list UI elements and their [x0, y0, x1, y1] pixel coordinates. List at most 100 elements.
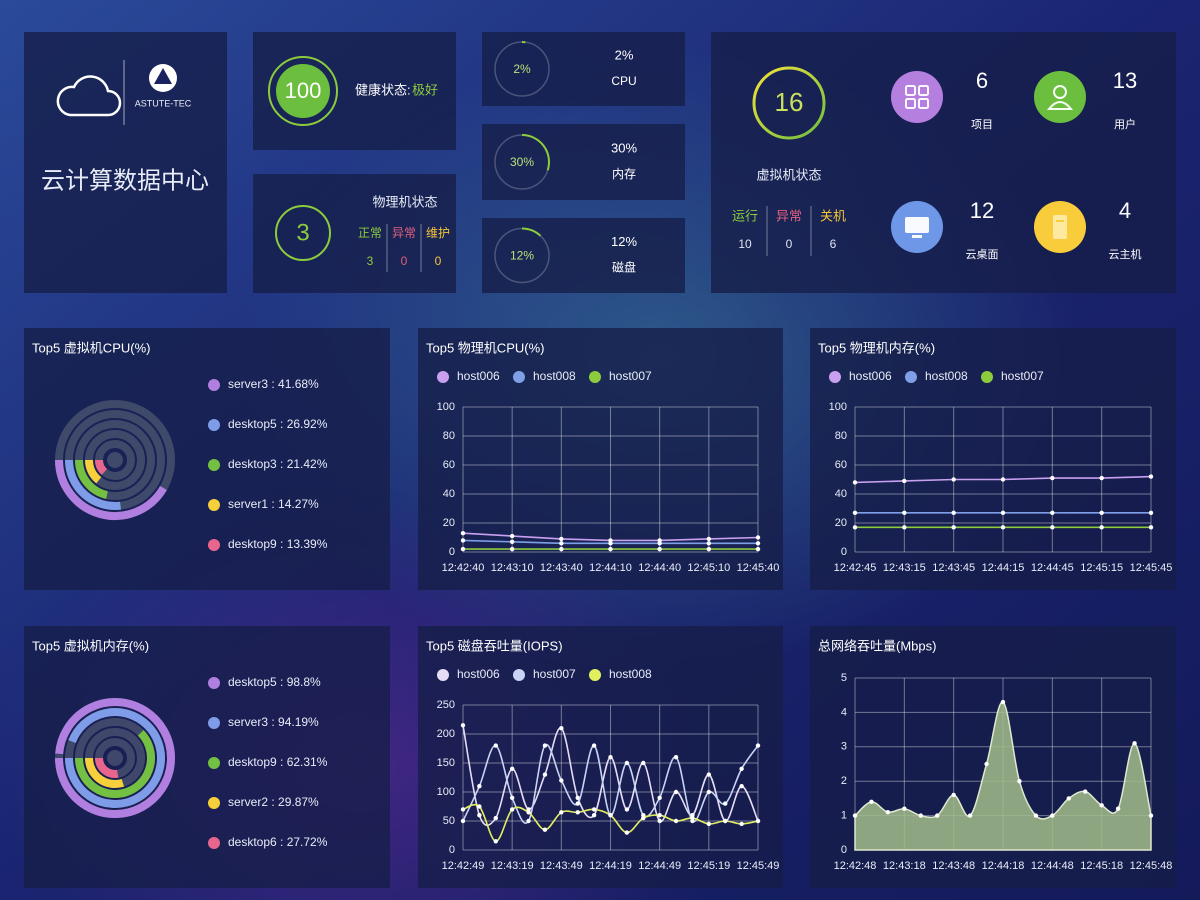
point: [460, 546, 466, 552]
point: [460, 807, 466, 812]
x-tick-label: 12:45:15: [1080, 562, 1123, 574]
legend-label: desktop5 : 26.92%: [228, 417, 328, 431]
point: [1099, 525, 1104, 530]
point: [723, 818, 728, 824]
point: [575, 810, 580, 815]
icon-glyph: [1053, 215, 1067, 239]
usage-percent: 30%: [611, 140, 637, 155]
usage-percent: 30%: [510, 155, 534, 169]
point: [493, 815, 498, 821]
x-tick-label: 12:44:45: [1031, 562, 1074, 574]
point: [1148, 525, 1154, 530]
y-tick-label: 60: [835, 459, 847, 471]
vm-status-label: 关机: [820, 208, 846, 223]
y-tick-label: 50: [443, 815, 455, 827]
x-tick-label: 12:43:40: [540, 562, 583, 574]
y-tick-label: 1: [841, 810, 847, 822]
point: [526, 810, 531, 815]
point: [706, 546, 712, 552]
legend-swatch: [208, 717, 220, 729]
y-tick-label: 40: [835, 488, 847, 500]
point: [706, 821, 712, 827]
point: [591, 743, 597, 748]
point: [559, 541, 564, 546]
point: [477, 813, 482, 818]
point: [657, 541, 662, 546]
point: [1099, 475, 1104, 481]
count-label: 云主机: [1109, 247, 1142, 261]
point: [460, 530, 466, 536]
legend-swatch: [437, 371, 449, 383]
x-tick-label: 12:45:10: [687, 562, 730, 574]
y-tick-label: 100: [437, 786, 455, 798]
count-label: 项目: [971, 118, 993, 131]
legend-label: server1 : 14.27%: [228, 497, 319, 511]
legend-label: server3 : 41.68%: [228, 377, 319, 391]
legend-label: server3 : 94.19%: [228, 715, 319, 729]
point: [460, 818, 466, 824]
point: [951, 792, 956, 798]
point: [755, 535, 761, 540]
status-value: 3: [367, 254, 374, 268]
icon-glyph: [918, 98, 929, 109]
x-tick-label: 12:44:18: [982, 860, 1025, 872]
point: [460, 723, 466, 728]
physical-value: 3: [296, 219, 309, 246]
y-tick-label: 80: [835, 430, 847, 442]
usage-arc: [521, 134, 550, 171]
point: [1132, 741, 1137, 746]
point: [706, 536, 712, 542]
point: [1148, 813, 1154, 818]
y-tick-label: 150: [437, 757, 455, 769]
x-tick-label: 12:44:15: [982, 562, 1025, 574]
y-tick-label: 5: [841, 672, 847, 684]
point: [559, 536, 564, 542]
vm-value: 16: [775, 87, 804, 117]
legend-label: host006: [457, 369, 500, 383]
ring-bar: [75, 459, 109, 499]
brand-mark: [154, 68, 172, 84]
status-value: 0: [401, 254, 408, 268]
point: [641, 815, 646, 821]
legend-label: desktop5 : 98.8%: [228, 675, 321, 689]
status-value: 0: [435, 254, 442, 268]
point: [608, 541, 613, 546]
point: [755, 541, 761, 546]
point: [1083, 789, 1088, 794]
legend-swatch: [208, 459, 220, 471]
panel: [24, 328, 390, 590]
icon-glyph: [1053, 85, 1067, 99]
point: [755, 818, 761, 824]
point: [657, 795, 662, 800]
icon-glyph: [912, 235, 922, 238]
health-disc: [276, 64, 330, 118]
health-value: 100: [285, 78, 322, 103]
x-tick-label: 12:43:15: [883, 562, 926, 574]
icon-glyph: [905, 85, 916, 96]
point: [509, 807, 515, 812]
y-tick-label: 0: [449, 546, 455, 558]
ring-bar: [85, 459, 102, 484]
usage-percent: 2%: [615, 47, 634, 62]
point: [852, 510, 858, 516]
legend-label: host006: [849, 369, 892, 383]
count-label: 云桌面: [966, 248, 999, 261]
point: [509, 766, 515, 771]
usage-percent: 12%: [510, 249, 534, 263]
ring-bar: [95, 459, 108, 475]
point: [1099, 510, 1104, 516]
point: [1050, 813, 1055, 818]
panel: [711, 32, 1176, 293]
point: [690, 815, 695, 821]
point: [1066, 796, 1071, 801]
y-tick-label: 250: [437, 699, 455, 711]
x-tick-label: 12:43:49: [540, 860, 583, 872]
x-tick-label: 12:45:19: [687, 860, 730, 872]
point: [885, 809, 891, 815]
legend-label: desktop3 : 21.42%: [228, 457, 328, 471]
point: [869, 799, 874, 805]
point: [739, 766, 744, 771]
legend-swatch: [208, 379, 220, 391]
vm-ring: [752, 66, 826, 140]
legend-label: host007: [609, 369, 652, 383]
